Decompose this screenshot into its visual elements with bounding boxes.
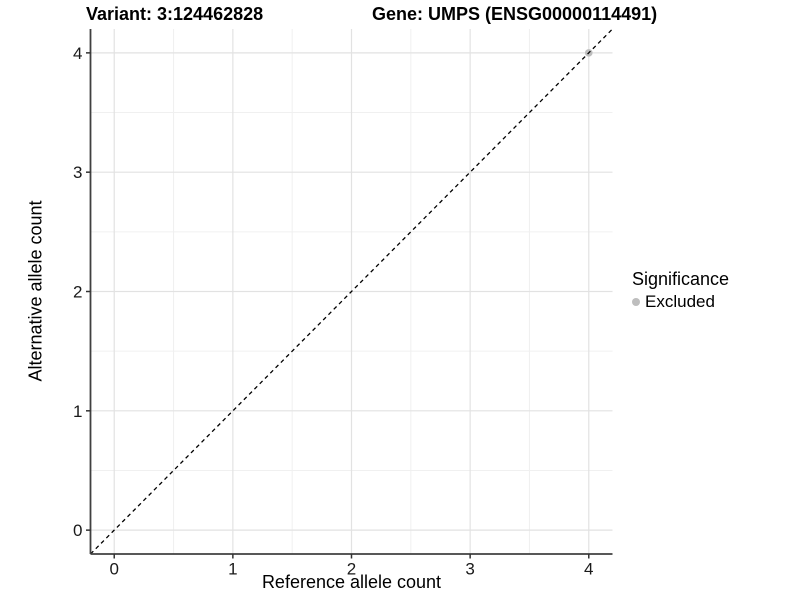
identity-line [90,29,613,554]
legend: Significance Excluded [632,269,729,312]
x-axis-title: Reference allele count [261,572,442,592]
y-tick-label: 1 [73,402,82,421]
x-tick-label: 0 [109,560,118,579]
legend-item-label: Excluded [645,291,715,311]
plot-title-variant: Variant: 3:124462828 [86,4,264,24]
x-tick-label: 4 [584,560,593,579]
y-axis-title: Alternative allele count [25,200,46,382]
y-tick-label: 3 [73,163,82,182]
y-tick-label: 2 [73,283,82,302]
legend-item-excluded: Excluded [632,292,729,312]
plot-title-gene: Gene: UMPS (ENSG00000114491) [372,4,658,24]
excluded-point-swatch-icon [632,297,640,306]
x-tick-label: 2 [347,560,356,579]
y-tick-label: 4 [73,44,82,63]
y-tick-label: 0 [73,521,82,540]
x-tick-label: 1 [228,560,237,579]
x-tick-label: 3 [465,560,474,579]
legend-title: Significance [632,269,730,289]
